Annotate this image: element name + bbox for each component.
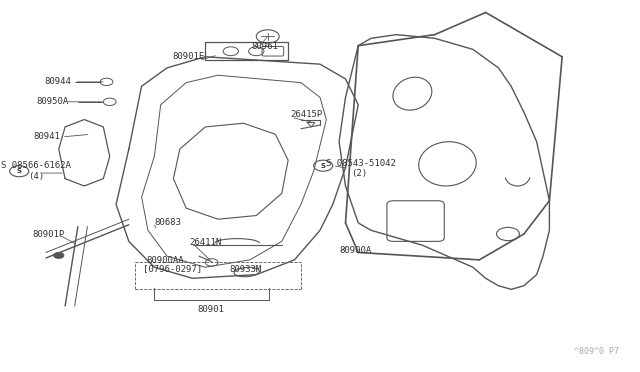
Text: 26411N: 26411N: [189, 238, 221, 247]
Text: 80900A: 80900A: [339, 246, 371, 255]
Text: 80950A: 80950A: [36, 97, 68, 106]
Text: 26415P: 26415P: [291, 109, 323, 119]
Text: (4): (4): [28, 171, 44, 180]
Text: [0796-0297]: [0796-0297]: [143, 264, 202, 273]
Text: S: S: [17, 168, 22, 174]
Text: 80961: 80961: [251, 42, 278, 51]
Text: (2): (2): [351, 169, 367, 178]
Text: 80944: 80944: [45, 77, 72, 86]
Text: S 08543-51042: S 08543-51042: [326, 158, 396, 168]
Text: 80933M: 80933M: [230, 264, 262, 273]
Text: ^809^0 P7: ^809^0 P7: [575, 347, 620, 356]
Text: 80941: 80941: [33, 132, 60, 141]
Text: 80901: 80901: [198, 305, 225, 314]
Circle shape: [54, 253, 64, 259]
Text: 80900AA: 80900AA: [147, 256, 184, 266]
Text: 80901P: 80901P: [32, 230, 64, 239]
Text: S 08566-6162A: S 08566-6162A: [1, 161, 71, 170]
Text: 80901E: 80901E: [172, 52, 204, 61]
Text: 80683: 80683: [154, 218, 181, 227]
Text: S: S: [321, 163, 326, 169]
